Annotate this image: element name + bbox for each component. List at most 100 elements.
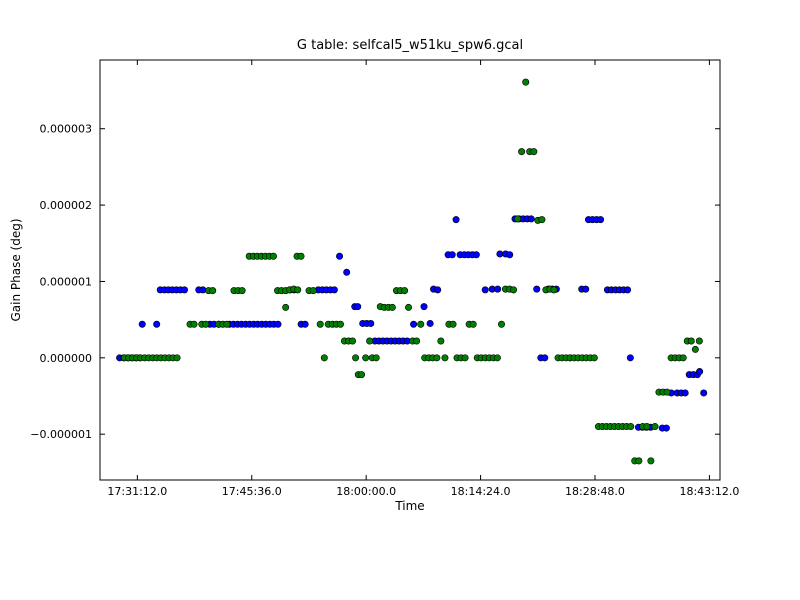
data-point-series-2 — [461, 354, 469, 362]
data-point-series-2 — [441, 354, 449, 362]
x-tick-label: 18:43:12.0 — [679, 485, 739, 498]
data-point-series-2 — [469, 320, 477, 328]
data-point-series-2 — [320, 354, 328, 362]
data-point-series-2 — [349, 337, 357, 345]
x-tick-label: 17:31:12.0 — [107, 485, 167, 498]
data-point-series-1 — [527, 215, 535, 223]
data-point-series-2 — [437, 337, 445, 345]
x-axis-ticks: 17:31:12.0 17:45:36.0 18:00:00.0 18:14:24.0… — [107, 60, 739, 498]
data-point-series-2 — [190, 320, 198, 328]
data-point-series-2 — [687, 337, 695, 345]
data-point-series-2 — [316, 320, 324, 328]
data-point-series-2 — [514, 215, 522, 223]
data-point-series-2 — [173, 354, 181, 362]
data-point-series-1 — [354, 303, 362, 311]
data-point-series-1 — [343, 268, 351, 276]
data-point-series-2 — [497, 320, 505, 328]
data-point-series-2 — [352, 354, 360, 362]
data-point-series-2 — [372, 354, 380, 362]
data-point-series-1 — [426, 319, 434, 327]
data-point-series-1 — [153, 320, 161, 328]
data-point-series-1 — [448, 251, 456, 259]
data-point-series-2 — [358, 371, 366, 379]
data-point-series-2 — [510, 286, 518, 294]
data-point-series-2 — [651, 423, 659, 431]
y-tick-label: 0.000001 — [40, 275, 93, 288]
data-point-series-1 — [624, 286, 632, 294]
data-point-series-2 — [538, 216, 546, 224]
x-tick-label: 18:14:24.0 — [451, 485, 511, 498]
data-point-series-2 — [269, 252, 277, 260]
data-point-series-2 — [530, 148, 538, 156]
data-point-series-2 — [366, 337, 374, 345]
y-tick-label: 0.000002 — [40, 199, 93, 212]
data-point-series-1 — [138, 320, 146, 328]
data-point-series-1 — [367, 319, 375, 327]
data-point-series-2 — [309, 287, 317, 295]
data-point-series-2 — [695, 337, 703, 345]
data-point-series-2 — [590, 354, 598, 362]
data-point-series-2 — [493, 354, 501, 362]
data-point-series-1 — [506, 251, 514, 259]
data-point-series-2 — [202, 320, 210, 328]
y-tick-label: 0.000003 — [40, 123, 93, 136]
y-tick-label: 0.000000 — [40, 352, 93, 365]
data-point-series-2 — [362, 354, 370, 362]
data-point-series-1 — [336, 252, 344, 260]
data-point-series-2 — [679, 354, 687, 362]
chart-title: G table: selfcal5_w51ku_spw6.gcal — [297, 38, 523, 53]
data-point-series-2 — [401, 287, 409, 295]
data-point-series-2 — [691, 345, 699, 353]
data-point-series-1 — [199, 286, 207, 294]
data-point-series-1 — [597, 216, 605, 224]
data-point-series-2 — [405, 303, 413, 311]
data-point-series-2 — [449, 320, 457, 328]
plot-frame — [99, 59, 721, 481]
data-point-series-1 — [662, 424, 670, 432]
data-point-series-1 — [681, 389, 689, 397]
data-point-series-2 — [522, 78, 530, 86]
data-point-series-2 — [209, 287, 217, 295]
data-point-series-1 — [481, 286, 489, 294]
data-point-series-1 — [180, 286, 188, 294]
data-point-series-2 — [223, 320, 231, 328]
data-point-series-1 — [472, 251, 480, 259]
data-point-series-2 — [643, 423, 651, 431]
x-tick-label: 18:28:48.0 — [565, 485, 625, 498]
data-point-series-2 — [647, 457, 655, 465]
data-point-series-1 — [420, 303, 428, 311]
data-point-series-2 — [238, 287, 246, 295]
x-tick-label: 18:00:00.0 — [336, 485, 396, 498]
y-tick-label: −0.000001 — [30, 428, 92, 441]
data-point-series-2 — [282, 303, 290, 311]
data-point-series-2 — [336, 320, 344, 328]
x-axis-label: Time — [394, 499, 424, 513]
x-tick-label: 17:45:36.0 — [222, 485, 282, 498]
data-point-series-2 — [388, 303, 396, 311]
data-point-series-1 — [274, 320, 282, 328]
data-point-series-2 — [413, 337, 421, 345]
data-point-series-2 — [518, 148, 526, 156]
data-point-series-1 — [301, 320, 309, 328]
data-point-series-2 — [663, 388, 671, 396]
data-point-series-2 — [433, 354, 441, 362]
data-point-series-2 — [550, 286, 558, 294]
data-point-series-1 — [494, 285, 502, 293]
data-point-series-1 — [410, 320, 418, 328]
data-point-series-1 — [582, 285, 590, 293]
data-point-series-2 — [297, 252, 305, 260]
data-point-series-2 — [294, 286, 302, 294]
data-point-series-1 — [533, 285, 541, 293]
data-point-series-1 — [696, 368, 704, 376]
data-point-series-1 — [700, 389, 708, 397]
data-point-series-2 — [417, 320, 425, 328]
y-axis-ticks: −0.000001 0.000000 0.000001 0.000002 0.00000… — [30, 123, 720, 441]
data-point-series-1 — [626, 354, 634, 362]
y-axis-label: Gain Phase (deg) — [9, 218, 23, 321]
data-point-series-1 — [434, 286, 442, 294]
scatter-points — [116, 78, 708, 465]
data-point-series-1 — [330, 286, 338, 294]
data-point-series-2 — [635, 457, 643, 465]
data-point-series-1 — [541, 354, 549, 362]
